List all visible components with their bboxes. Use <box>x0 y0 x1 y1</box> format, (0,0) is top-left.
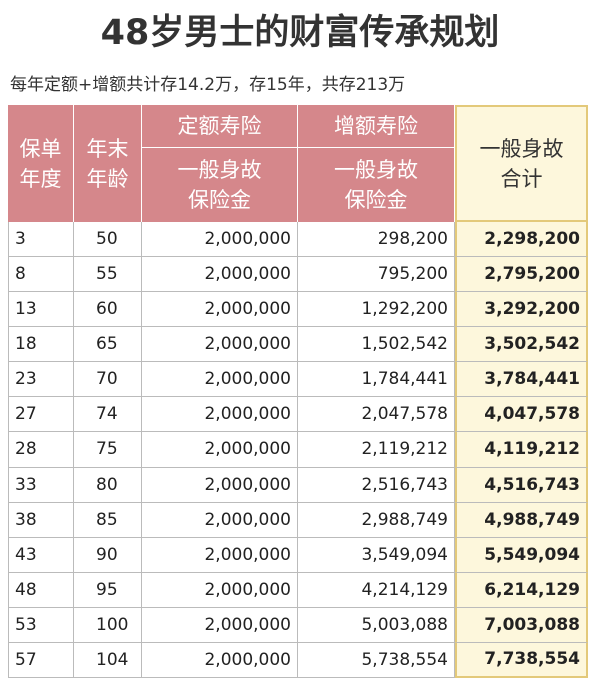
table-cell: 2,000,000 <box>142 537 298 573</box>
table-cell: 1,502,542 <box>298 327 455 363</box>
table-cell: 104 <box>74 642 142 678</box>
header-cell: 增额寿险 <box>298 105 455 148</box>
table-cell: 5,549,094 <box>455 537 588 573</box>
table-cell: 2,000,000 <box>142 572 298 608</box>
header-text: 保单 <box>19 136 62 161</box>
table-cell: 2,988,749 <box>298 502 455 538</box>
header-text: 定额寿险 <box>177 114 262 138</box>
table-cell: 60 <box>74 292 142 328</box>
header-cell: 定额寿险 <box>142 105 298 148</box>
header-text: 一般身故 <box>177 158 262 182</box>
table-cell: 2,000,000 <box>142 362 298 398</box>
table-cell: 2,000,000 <box>142 467 298 503</box>
table-cell: 85 <box>74 502 142 538</box>
table-cell: 2,047,578 <box>298 397 455 433</box>
table-cell: 2,795,200 <box>455 257 588 293</box>
table-cell: 28 <box>8 432 74 468</box>
table-cell: 795,200 <box>298 257 455 293</box>
header-text: 年龄 <box>86 166 129 191</box>
header-text: 合计 <box>500 166 543 191</box>
table-cell: 53 <box>8 607 74 643</box>
table-cell: 95 <box>74 572 142 608</box>
table-cell: 2,298,200 <box>455 222 588 258</box>
table-cell: 33 <box>8 467 74 503</box>
table-cell: 2,000,000 <box>142 642 298 678</box>
table-cell: 3,502,542 <box>455 327 588 363</box>
table-cell: 13 <box>8 292 74 328</box>
header-text: 增额寿险 <box>334 114 418 138</box>
table-cell: 55 <box>74 257 142 293</box>
table-cell: 1,784,441 <box>298 362 455 398</box>
table-cell: 298,200 <box>298 222 455 258</box>
table-cell: 3,784,441 <box>455 362 588 398</box>
table-cell: 3,549,094 <box>298 537 455 573</box>
table-cell: 2,119,212 <box>298 432 455 468</box>
table-cell: 65 <box>74 327 142 363</box>
table-cell: 2,000,000 <box>142 607 298 643</box>
table-cell: 2,000,000 <box>142 292 298 328</box>
table-cell: 5,738,554 <box>298 642 455 678</box>
header-cell: 保单 年度 <box>8 105 74 222</box>
table: 保单 年度 年末 年龄 定额寿险 一般身故 保险金 增额寿险 一般身故 保险金 一般身故 合计 3 50 2… <box>8 105 588 678</box>
table-cell: 2,516,743 <box>298 467 455 503</box>
table-cell: 8 <box>8 257 74 293</box>
table-cell: 1,292,200 <box>298 292 455 328</box>
table-cell: 4,516,743 <box>455 467 588 503</box>
table-cell: 4,988,749 <box>455 502 588 538</box>
header-cell: 一般身故 合计 <box>455 105 588 222</box>
table-cell: 7,003,088 <box>455 607 588 643</box>
header-text: 一般身故 <box>479 136 564 161</box>
title: 48岁男士的财富传承规划 <box>100 13 500 53</box>
table-cell: 27 <box>8 397 74 433</box>
table-cell: 75 <box>74 432 142 468</box>
header-text: 年末 <box>86 136 129 161</box>
table-cell: 70 <box>74 362 142 398</box>
header-cell: 年末 年龄 <box>74 105 142 222</box>
table-cell: 2,000,000 <box>142 502 298 538</box>
table-cell: 18 <box>8 327 74 363</box>
table-cell: 3 <box>8 222 74 258</box>
table-cell: 50 <box>74 222 142 258</box>
table-cell: 43 <box>8 537 74 573</box>
table-cell: 2,000,000 <box>142 327 298 363</box>
table-cell: 2,000,000 <box>142 397 298 433</box>
table-cell: 100 <box>74 607 142 643</box>
table-cell: 57 <box>8 642 74 678</box>
table-cell: 7,738,554 <box>455 642 588 678</box>
table-cell: 3,292,200 <box>455 292 588 328</box>
subtitle: 每年定额+增额共计存14.2万，存15年，共存213万 <box>10 75 406 95</box>
header-cell: 一般身故 保险金 <box>142 148 298 222</box>
header-text: 保险金 <box>344 188 408 212</box>
table-cell: 4,047,578 <box>455 397 588 433</box>
header-cell: 一般身故 保险金 <box>298 148 455 222</box>
table-cell: 80 <box>74 467 142 503</box>
table-cell: 38 <box>8 502 74 538</box>
header-text: 保险金 <box>188 188 251 212</box>
table-cell: 48 <box>8 572 74 608</box>
header-text: 年度 <box>19 166 62 191</box>
table-cell: 90 <box>74 537 142 573</box>
table-cell: 74 <box>74 397 142 433</box>
table-cell: 4,214,129 <box>298 572 455 608</box>
table-cell: 2,000,000 <box>142 432 298 468</box>
table-cell: 4,119,212 <box>455 432 588 468</box>
table-cell: 6,214,129 <box>455 572 588 608</box>
table-cell: 2,000,000 <box>142 222 298 258</box>
table-cell: 5,003,088 <box>298 607 455 643</box>
table-cell: 23 <box>8 362 74 398</box>
table-cell: 2,000,000 <box>142 257 298 293</box>
header-text: 一般身故 <box>334 158 418 182</box>
